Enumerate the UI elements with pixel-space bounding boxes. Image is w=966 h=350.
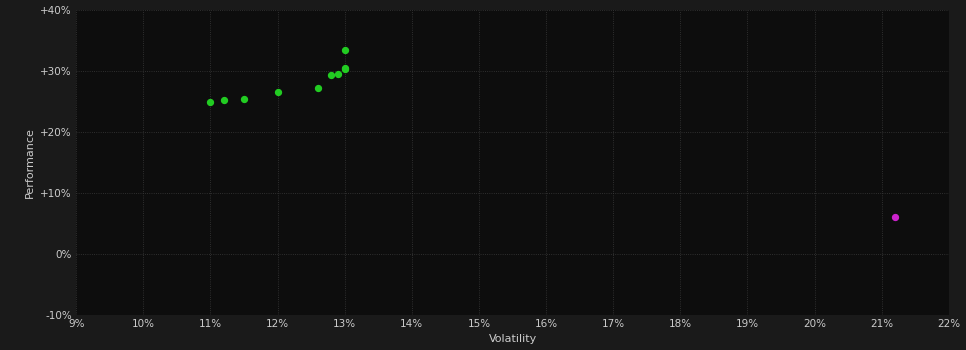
Point: [310, 85, 326, 91]
Point: [324, 73, 339, 78]
Point: [330, 71, 346, 76]
Point: [337, 47, 353, 52]
Point: [270, 89, 285, 95]
Point: [216, 97, 232, 103]
Point: [337, 65, 353, 70]
X-axis label: Volatility: Volatility: [489, 335, 537, 344]
Point: [203, 99, 218, 105]
Point: [237, 97, 252, 102]
Y-axis label: Performance: Performance: [25, 127, 35, 198]
Point: [888, 214, 903, 220]
Point: [337, 66, 353, 72]
